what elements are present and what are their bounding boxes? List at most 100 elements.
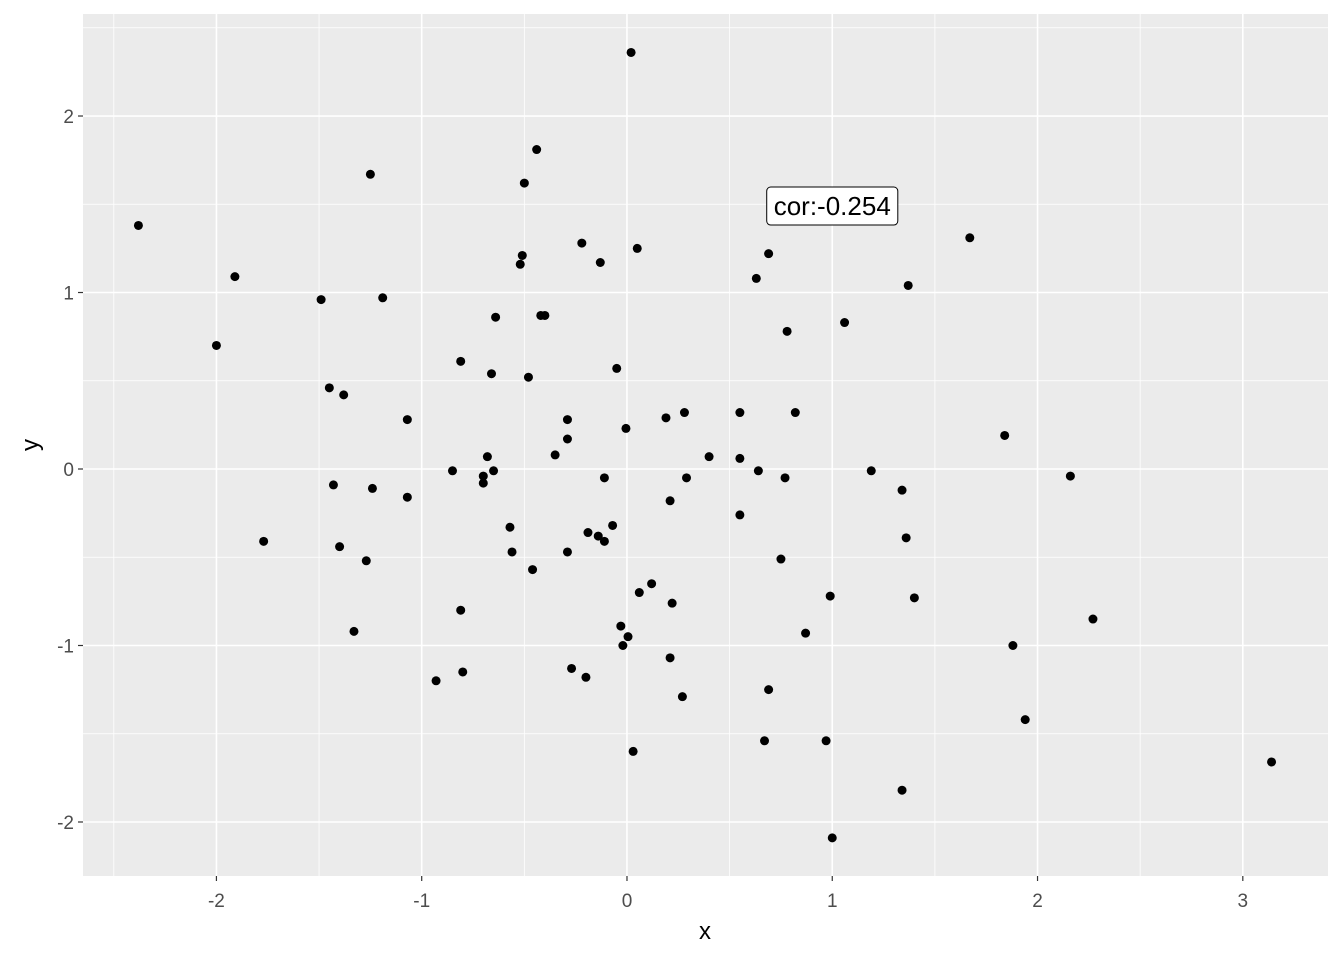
y-tick-label: 2	[63, 107, 74, 128]
y-tick-label: -2	[57, 813, 74, 834]
data-point	[599, 536, 609, 546]
data-point	[599, 473, 609, 483]
data-point	[259, 536, 269, 546]
data-point	[581, 672, 591, 682]
data-point	[567, 663, 577, 673]
data-point	[608, 520, 618, 530]
data-point	[776, 554, 786, 564]
data-point	[361, 556, 371, 566]
data-point	[507, 547, 517, 557]
y-axis-label: y	[17, 439, 44, 451]
correlation-annotation: cor:-0.254	[766, 186, 899, 226]
data-point	[365, 169, 375, 179]
x-tick-label: -1	[413, 891, 430, 912]
data-point	[458, 667, 468, 677]
data-point	[1088, 614, 1098, 624]
data-point	[780, 473, 790, 483]
data-point	[903, 280, 913, 290]
y-tick-label: -1	[57, 636, 74, 657]
data-point	[324, 383, 334, 393]
data-point	[211, 340, 221, 350]
data-point	[447, 466, 457, 476]
data-point	[562, 547, 572, 557]
data-point	[735, 408, 745, 418]
data-point	[667, 598, 677, 608]
data-point	[840, 318, 850, 328]
data-point	[491, 312, 501, 322]
data-point	[677, 692, 687, 702]
data-point	[616, 621, 626, 631]
data-point	[562, 415, 572, 425]
x-tick-label: -2	[208, 891, 225, 912]
data-point	[402, 415, 412, 425]
data-point	[349, 626, 359, 636]
data-point	[478, 471, 488, 481]
data-point	[801, 628, 811, 638]
x-tick-label: 0	[622, 891, 633, 912]
data-point	[825, 591, 835, 601]
x-axis-label: x	[699, 918, 711, 945]
data-point	[827, 833, 837, 843]
data-point	[540, 310, 550, 320]
data-point	[335, 542, 345, 552]
data-point	[735, 510, 745, 520]
data-point	[562, 434, 572, 444]
data-point	[618, 640, 628, 650]
data-point	[632, 243, 642, 253]
data-point	[623, 632, 633, 642]
panel-background	[83, 14, 1328, 876]
data-point	[1000, 430, 1010, 440]
data-point	[230, 272, 240, 282]
data-point	[764, 685, 774, 695]
major-gridlines	[83, 14, 1328, 876]
data-point	[550, 450, 560, 460]
data-point	[665, 653, 675, 663]
data-point	[661, 413, 671, 423]
data-point	[339, 390, 349, 400]
data-point	[431, 676, 441, 686]
data-point	[751, 273, 761, 283]
annotation-box	[766, 186, 899, 226]
data-point	[647, 579, 657, 589]
data-point	[679, 408, 689, 418]
x-tick-label: 2	[1032, 891, 1043, 912]
data-point	[866, 466, 876, 476]
data-point	[621, 423, 631, 433]
data-point	[1008, 640, 1018, 650]
data-point	[626, 47, 636, 57]
data-point	[764, 249, 774, 259]
data-point	[505, 522, 515, 532]
data-point	[316, 295, 326, 305]
data-point	[612, 363, 622, 373]
x-axis-ticks: -2 -1 0 1 2 3	[208, 876, 1248, 912]
data-point	[523, 372, 533, 382]
data-point	[753, 466, 763, 476]
data-point	[519, 178, 529, 188]
x-tick-label: 1	[827, 891, 838, 912]
data-point	[821, 736, 831, 746]
data-point	[402, 492, 412, 502]
y-tick-label: 0	[63, 460, 74, 481]
data-point	[517, 250, 527, 260]
data-point	[901, 533, 911, 543]
data-point	[456, 356, 466, 366]
data-points	[133, 47, 1277, 843]
data-point	[1020, 715, 1030, 725]
data-point	[486, 369, 496, 379]
minor-gridlines	[83, 14, 1328, 876]
data-point	[482, 452, 492, 462]
data-point	[532, 145, 542, 155]
data-point	[897, 485, 907, 495]
data-point	[1065, 471, 1075, 481]
data-point	[790, 408, 800, 418]
data-point	[595, 258, 605, 268]
data-point	[634, 588, 644, 598]
data-point	[478, 478, 488, 488]
data-point	[367, 483, 377, 493]
x-tick-label: 3	[1238, 891, 1249, 912]
data-point	[515, 259, 525, 269]
data-point	[965, 233, 975, 243]
data-point	[1267, 757, 1277, 767]
data-point	[628, 746, 638, 756]
